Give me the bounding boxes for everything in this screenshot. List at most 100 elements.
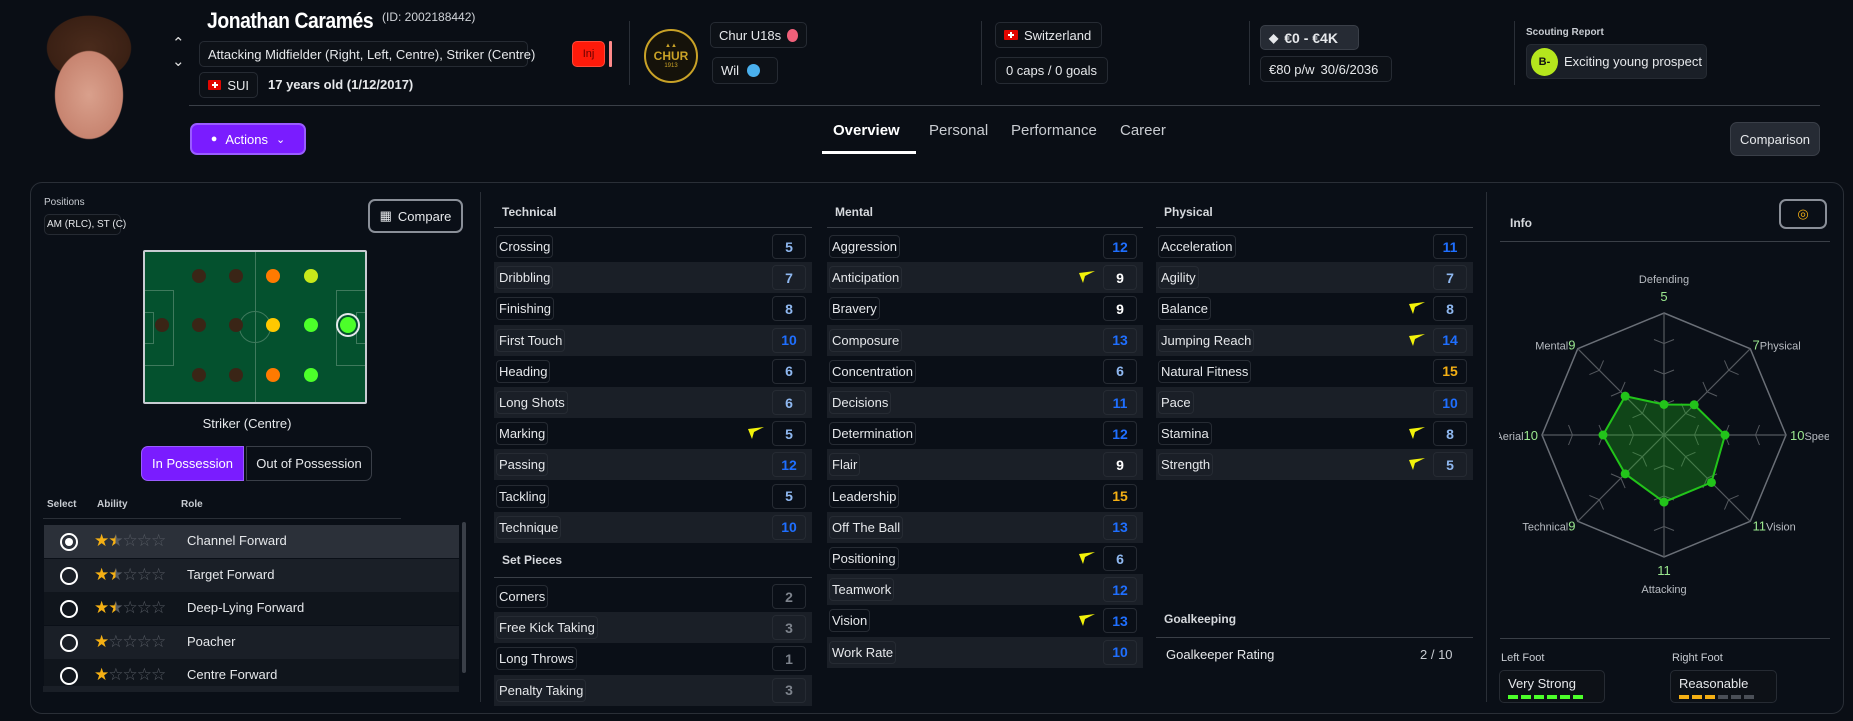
radar-axis-value: 10 (1790, 428, 1804, 443)
role-row[interactable]: ★★☆☆☆ Channel Forward (44, 525, 459, 558)
goalkeeper-rating-label: Goalkeeper Rating (1166, 647, 1275, 662)
position-dot[interactable] (304, 269, 318, 283)
attribute-row[interactable]: Acceleration 11 (1156, 231, 1473, 262)
attribute-row[interactable]: Bravery 9 (827, 293, 1143, 324)
age-text: 17 years old (1/12/2017) (268, 77, 414, 92)
role-radio[interactable] (60, 600, 78, 618)
role-row[interactable]: ★★☆☆☆ Target Forward (44, 558, 459, 592)
radar-axis-label: 11Vision (1753, 519, 1796, 534)
tab-performance[interactable]: Performance (1011, 122, 1097, 139)
attribute-row[interactable]: Off The Ball 13 (827, 511, 1143, 543)
attribute-row[interactable]: Agility 7 (1156, 262, 1473, 294)
attribute-row[interactable]: Stamina 8 (1156, 418, 1473, 449)
position-dot[interactable] (192, 368, 206, 382)
attribute-row[interactable]: Long Throws 1 (494, 643, 812, 674)
position-dot[interactable] (192, 318, 206, 332)
attribute-row[interactable]: Teamwork 12 (827, 574, 1143, 606)
attribute-row[interactable]: First Touch 10 (494, 324, 812, 356)
attribute-row[interactable]: Aggression 12 (827, 231, 1143, 262)
attribute-row[interactable]: Composure 13 (827, 324, 1143, 356)
nation-badge[interactable]: Switzerland (995, 22, 1102, 48)
position-dot[interactable] (155, 318, 169, 332)
loan-team-badge[interactable]: Wil (712, 57, 778, 84)
radar-settings-button[interactable]: ◎ (1779, 199, 1827, 229)
attribute-row[interactable]: Positioning 6 (827, 543, 1143, 574)
trending-up-arrow-icon (1079, 614, 1095, 629)
in-possession-tab[interactable]: In Possession (141, 446, 244, 481)
star-icon: ☆ (136, 631, 152, 651)
attribute-value: 7 (1433, 265, 1467, 291)
position-dot[interactable] (192, 269, 206, 283)
attribute-row[interactable]: Crossing 5 (494, 231, 812, 262)
tab-career[interactable]: Career (1120, 122, 1166, 139)
attribute-row[interactable]: Pace 10 (1156, 387, 1473, 418)
attribute-row[interactable]: Concentration 6 (827, 356, 1143, 387)
previous-player-arrow[interactable]: ⌃ (172, 35, 185, 52)
star-icon: ☆ (122, 564, 138, 584)
attribute-row[interactable]: Finishing 8 (494, 293, 812, 324)
attribute-row[interactable]: Technique 10 (494, 511, 812, 543)
role-row[interactable]: ★★☆☆☆ Deep-Lying Forward (44, 592, 459, 625)
attribute-row[interactable]: Vision 13 (827, 605, 1143, 636)
injury-badge[interactable]: Inj (572, 41, 605, 67)
role-radio[interactable] (60, 667, 78, 685)
radar-tick (1706, 391, 1718, 397)
star-icon: ★ (94, 564, 109, 584)
attribute-name: First Touch (496, 328, 566, 352)
position-dot[interactable] (266, 368, 280, 382)
attribute-row[interactable]: Leadership 15 (827, 481, 1143, 512)
attribute-row[interactable]: Heading 6 (494, 356, 812, 387)
attribute-row[interactable]: Dribbling 7 (494, 262, 812, 294)
attribute-row[interactable]: Penalty Taking 3 (494, 674, 812, 706)
radar-tick (1685, 451, 1696, 458)
compare-button[interactable]: ▦ Compare (368, 199, 463, 233)
tab-overview[interactable]: Overview (833, 122, 900, 139)
chevron-down-icon: ⌄ (276, 133, 286, 146)
role-row[interactable]: ★☆☆☆☆ Poacher (44, 625, 459, 659)
foot-level-segment (1692, 695, 1702, 699)
star-icon: ☆ (108, 665, 123, 684)
attribute-row[interactable]: Corners 2 (494, 581, 812, 612)
club-logo[interactable]: ▲▲ CHUR 1913 (644, 29, 698, 83)
attribute-row[interactable]: Free Kick Taking 3 (494, 612, 812, 644)
position-dot[interactable] (304, 368, 318, 382)
mental-header: Mental (835, 205, 874, 219)
scouting-report[interactable]: B- Exciting young prospect (1526, 44, 1707, 79)
attribute-row[interactable]: Strength 5 (1156, 449, 1473, 481)
attribute-row[interactable]: Long Shots 6 (494, 387, 812, 418)
position-dot[interactable] (266, 318, 280, 332)
role-radio[interactable] (60, 566, 78, 585)
position-dot[interactable] (229, 269, 243, 283)
team-badge[interactable]: Chur U18s (710, 22, 807, 48)
star-icon: ★ (94, 598, 109, 617)
position-dot[interactable] (229, 368, 243, 382)
position-dot[interactable] (304, 318, 318, 332)
position-dot[interactable] (340, 317, 356, 333)
position-dot[interactable] (229, 318, 243, 332)
role-radio[interactable] (60, 533, 78, 551)
actions-button[interactable]: ● Actions ⌄ (190, 123, 306, 155)
position-dot[interactable] (266, 269, 280, 283)
role-radio[interactable] (60, 633, 78, 652)
roles-scrollbar[interactable] (462, 522, 466, 673)
out-of-possession-tab[interactable]: Out of Possession (246, 446, 372, 481)
radar-tick (1568, 424, 1573, 436)
attribute-row[interactable]: Natural Fitness 15 (1156, 356, 1473, 387)
comparison-button[interactable]: Comparison (1730, 122, 1820, 156)
attribute-row[interactable]: Jumping Reach 14 (1156, 324, 1473, 356)
radar-tick (1663, 465, 1675, 470)
value-badge[interactable]: ◆ €0 - €4K (1260, 25, 1359, 50)
attribute-row[interactable]: Anticipation 9 (827, 262, 1143, 294)
attribute-row[interactable]: Passing 12 (494, 449, 812, 481)
role-name: Centre Forward (187, 667, 278, 682)
foot-level-segment (1573, 695, 1583, 699)
attribute-row[interactable]: Marking 5 (494, 418, 812, 449)
attribute-row[interactable]: Work Rate 10 (827, 636, 1143, 668)
attribute-row[interactable]: Tackling 5 (494, 481, 812, 512)
attribute-row[interactable]: Decisions 11 (827, 387, 1143, 418)
tab-personal[interactable]: Personal (929, 122, 989, 139)
attribute-row[interactable]: Flair 9 (827, 449, 1143, 481)
attribute-row[interactable]: Balance 8 (1156, 293, 1473, 324)
next-player-arrow[interactable]: ⌄ (172, 53, 185, 70)
attribute-row[interactable]: Determination 12 (827, 418, 1143, 449)
